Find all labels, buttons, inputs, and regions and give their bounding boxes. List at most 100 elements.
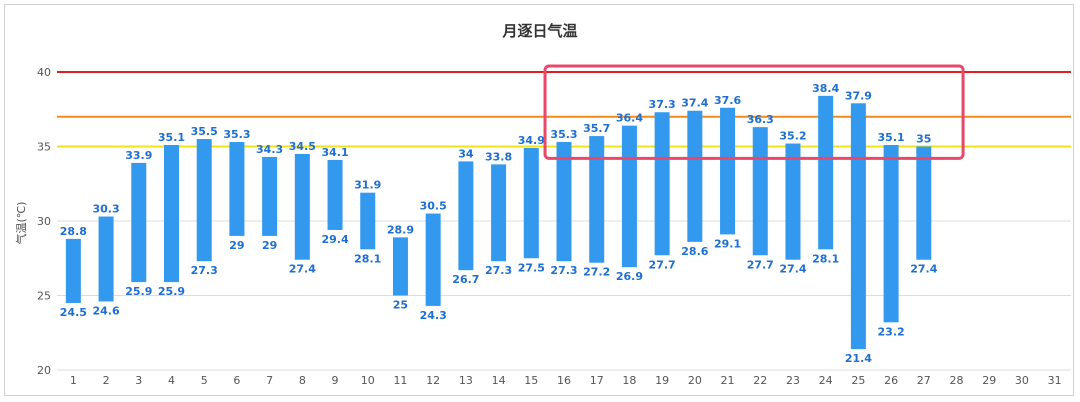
x-tick-label: 24 bbox=[819, 374, 833, 387]
temperature-range-bar bbox=[556, 142, 572, 262]
temperature-range-bar bbox=[491, 164, 507, 262]
high-value-label: 35 bbox=[916, 133, 931, 146]
low-value-label: 28.1 bbox=[812, 252, 839, 265]
high-value-label: 36.3 bbox=[747, 113, 774, 126]
highlight-rectangle bbox=[543, 64, 965, 160]
temperature-range-bar bbox=[916, 146, 932, 260]
y-tick-label: 25 bbox=[37, 290, 51, 303]
temperature-range-bar bbox=[687, 110, 703, 242]
low-value-label: 27.3 bbox=[485, 264, 512, 277]
x-tick-label: 18 bbox=[622, 374, 636, 387]
temperature-range-bar bbox=[392, 237, 408, 296]
high-value-label: 36.4 bbox=[616, 112, 643, 125]
x-axis: 1 2 3 4 5 6 7 8 9 10 11 12 13 14 15 16 17 18 19 20 21 22 23 24 2… bbox=[70, 374, 1062, 387]
y-tick-label: 30 bbox=[37, 215, 51, 228]
chart-frame: 月逐日气温 20 25 30 35 40 气温(℃) 28.8 24.5 30.3 24.6 3… bbox=[4, 4, 1074, 396]
low-value-label: 26.7 bbox=[452, 273, 479, 286]
high-value-label: 35.1 bbox=[878, 131, 905, 144]
x-tick-label: 20 bbox=[688, 374, 702, 387]
low-value-label: 27.3 bbox=[550, 264, 577, 277]
temperature-range-bar bbox=[458, 161, 474, 271]
low-value-label: 27.4 bbox=[910, 263, 937, 276]
x-tick-label: 13 bbox=[459, 374, 473, 387]
x-tick-label: 5 bbox=[201, 374, 208, 387]
x-tick-label: 7 bbox=[266, 374, 273, 387]
high-value-label: 33.8 bbox=[485, 150, 512, 163]
temperature-range-bar bbox=[621, 125, 637, 268]
temperature-range-bar bbox=[850, 103, 866, 350]
x-tick-label: 29 bbox=[982, 374, 996, 387]
low-value-label: 29 bbox=[262, 239, 277, 252]
x-tick-label: 11 bbox=[393, 374, 407, 387]
x-tick-label: 17 bbox=[590, 374, 604, 387]
highlight-box bbox=[543, 64, 965, 160]
x-tick-label: 28 bbox=[950, 374, 964, 387]
high-value-label: 30.3 bbox=[92, 203, 119, 216]
low-value-label: 25.9 bbox=[158, 285, 185, 298]
low-value-label: 27.5 bbox=[518, 261, 545, 274]
temperature-range-bar bbox=[883, 145, 899, 323]
high-value-label: 30.5 bbox=[420, 200, 447, 213]
y-tick-label: 35 bbox=[37, 141, 51, 154]
low-value-label: 28.6 bbox=[681, 245, 708, 258]
high-value-label: 38.4 bbox=[812, 82, 839, 95]
high-value-label: 31.9 bbox=[354, 179, 381, 192]
y-axis-label: 气温(℃) bbox=[14, 202, 28, 245]
high-value-label: 37.9 bbox=[845, 89, 872, 102]
x-tick-label: 14 bbox=[492, 374, 506, 387]
temperature-range-bar bbox=[262, 156, 278, 236]
high-value-label: 33.9 bbox=[125, 149, 152, 162]
temperature-range-bar bbox=[752, 127, 768, 256]
low-value-label: 25.9 bbox=[125, 285, 152, 298]
x-tick-label: 3 bbox=[135, 374, 142, 387]
high-value-label: 35.3 bbox=[550, 128, 577, 141]
low-value-label: 27.7 bbox=[649, 258, 676, 271]
x-tick-label: 12 bbox=[426, 374, 440, 387]
high-value-label: 37.3 bbox=[649, 98, 676, 111]
high-value-label: 35.2 bbox=[779, 130, 806, 143]
x-tick-label: 31 bbox=[1048, 374, 1062, 387]
x-tick-label: 8 bbox=[299, 374, 306, 387]
low-value-label: 25 bbox=[393, 299, 408, 312]
temperature-range-bar bbox=[523, 147, 539, 259]
x-tick-label: 2 bbox=[103, 374, 110, 387]
low-value-label: 24.6 bbox=[92, 304, 119, 317]
high-value-label: 35.1 bbox=[158, 131, 185, 144]
temperature-range-bar bbox=[425, 213, 441, 306]
low-value-label: 28.1 bbox=[354, 252, 381, 265]
bar-series bbox=[65, 95, 932, 350]
low-value-label: 24.3 bbox=[420, 309, 447, 322]
high-value-label: 34.1 bbox=[321, 146, 348, 159]
low-value-label: 26.9 bbox=[616, 270, 643, 283]
low-value-label: 27.7 bbox=[747, 258, 774, 271]
chart-title: 月逐日气温 bbox=[501, 22, 577, 40]
temperature-range-bar bbox=[65, 238, 81, 303]
x-tick-label: 26 bbox=[884, 374, 898, 387]
y-tick-label: 20 bbox=[37, 364, 51, 377]
x-tick-label: 1 bbox=[70, 374, 77, 387]
temperature-range-bar bbox=[294, 153, 310, 260]
x-tick-label: 21 bbox=[721, 374, 735, 387]
temperature-range-bar bbox=[818, 95, 834, 250]
x-tick-label: 6 bbox=[233, 374, 240, 387]
x-tick-label: 19 bbox=[655, 374, 669, 387]
temperature-range-bar bbox=[589, 136, 605, 263]
high-value-label: 37.4 bbox=[681, 97, 708, 110]
temperature-range-bar bbox=[98, 216, 114, 302]
temperature-range-bar bbox=[131, 162, 147, 283]
y-tick-label: 40 bbox=[37, 66, 51, 79]
low-value-label: 27.2 bbox=[583, 266, 610, 279]
x-tick-label: 16 bbox=[557, 374, 571, 387]
high-value-label: 34.5 bbox=[289, 140, 316, 153]
temperature-range-bar bbox=[720, 107, 736, 235]
low-value-label: 27.4 bbox=[289, 263, 316, 276]
high-value-label: 34 bbox=[458, 147, 474, 160]
low-value-label: 29.4 bbox=[321, 233, 348, 246]
x-tick-label: 4 bbox=[168, 374, 175, 387]
x-tick-label: 10 bbox=[361, 374, 375, 387]
high-value-label: 35.5 bbox=[191, 125, 218, 138]
temperature-range-bar bbox=[360, 192, 376, 250]
y-axis: 20 25 30 35 40 bbox=[37, 66, 51, 377]
high-value-label: 28.9 bbox=[387, 223, 414, 236]
temperature-range-bar bbox=[654, 112, 670, 256]
